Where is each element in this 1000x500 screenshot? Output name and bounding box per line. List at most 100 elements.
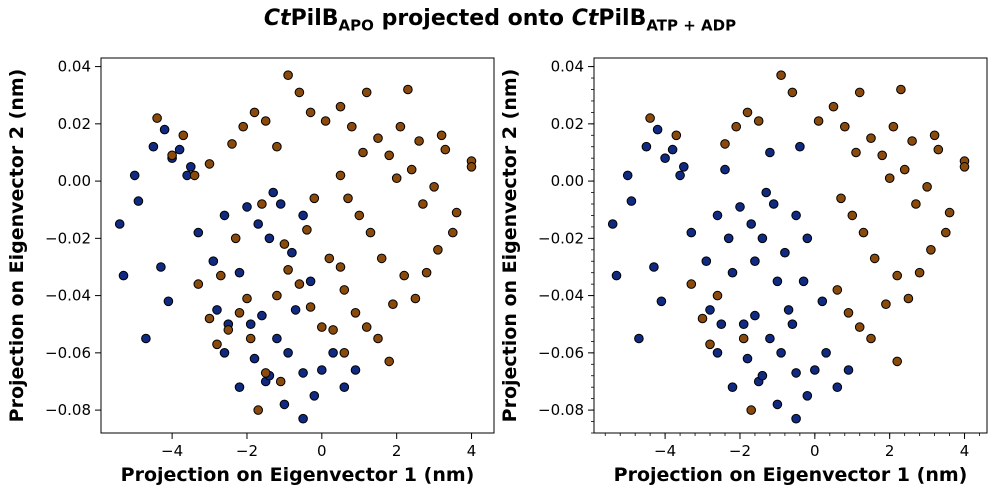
data-point-navy — [245, 319, 256, 330]
data-point-brown — [866, 333, 876, 344]
data-point-brown — [204, 313, 215, 324]
data-point-navy — [264, 233, 275, 244]
data-point-brown — [429, 182, 439, 192]
data-point-navy — [783, 305, 794, 315]
y-axis-label: Projection on Eigenvector 2 (nm) — [499, 69, 521, 423]
data-point-brown — [305, 107, 316, 118]
x-axis-label: Projection on Eigenvector 1 (nm) — [121, 464, 475, 486]
data-point-brown — [406, 164, 417, 175]
data-point-brown — [403, 84, 413, 95]
data-point-brown — [645, 113, 655, 123]
data-point-navy — [795, 141, 805, 152]
data-point-navy — [652, 124, 663, 135]
data-point-navy — [723, 233, 734, 244]
data-point-navy — [712, 210, 723, 221]
data-point-navy — [772, 399, 783, 410]
data-point-navy — [787, 319, 798, 330]
data-point-brown — [466, 162, 477, 172]
data-point-brown — [242, 293, 252, 304]
data-point-brown — [373, 133, 383, 143]
scatter-points — [114, 70, 477, 424]
data-point-brown — [302, 225, 312, 235]
data-point-brown — [328, 325, 338, 335]
data-point-navy — [817, 296, 828, 307]
data-point-navy — [757, 233, 768, 244]
data-point-navy — [622, 170, 633, 181]
data-point-navy — [159, 124, 170, 135]
x-tick-label: −2 — [729, 442, 751, 460]
data-point-brown — [896, 84, 906, 95]
data-point-navy — [212, 305, 222, 315]
data-point-brown — [335, 262, 346, 272]
figure-title: CtPilBAPO projected onto CtPilBATP + ADP — [263, 6, 737, 35]
data-point-brown — [294, 87, 305, 98]
data-point-brown — [193, 279, 204, 289]
data-point-navy — [649, 262, 659, 272]
data-point-brown — [712, 290, 723, 301]
data-point-navy — [193, 227, 204, 238]
data-point-navy — [129, 170, 140, 181]
data-point-navy — [287, 247, 297, 258]
data-point-navy — [219, 210, 230, 221]
data-point-navy — [350, 365, 361, 375]
data-point-navy — [742, 353, 753, 364]
data-point-brown — [294, 279, 305, 289]
data-point-brown — [320, 116, 331, 126]
scatter-panel-2: −4 −2 0 2 4 −0.08 −0.06 −0.04 −0.02 0.00 0.02 0.04 P… — [499, 57, 988, 486]
data-point-navy — [234, 267, 245, 278]
data-point-brown — [914, 267, 925, 278]
data-point-navy — [305, 276, 316, 287]
data-point-brown — [317, 322, 327, 332]
data-point-brown — [167, 150, 177, 161]
data-point-navy — [802, 391, 813, 401]
data-point-navy — [772, 276, 783, 287]
data-point-navy — [148, 141, 159, 152]
plot-frame — [100, 57, 495, 434]
data-point-navy — [253, 219, 264, 229]
data-point-navy — [798, 276, 809, 287]
data-point-navy — [298, 210, 308, 221]
data-point-brown — [272, 141, 282, 152]
y-tick-label: 0.02 — [551, 115, 584, 133]
y-tick-label: 0.04 — [58, 58, 91, 76]
data-point-brown — [245, 333, 256, 344]
data-point-brown — [335, 170, 346, 181]
data-point-navy — [290, 305, 301, 315]
data-point-navy — [776, 348, 786, 358]
data-point-brown — [847, 210, 858, 221]
data-point-brown — [189, 170, 200, 181]
data-point-brown — [697, 313, 708, 324]
data-point-navy — [791, 210, 801, 221]
data-point-navy — [765, 147, 775, 158]
y-tick-label: −0.06 — [45, 344, 91, 362]
data-point-brown — [384, 356, 395, 367]
data-point-brown — [204, 159, 215, 169]
data-point-brown — [279, 239, 290, 249]
y-tick-label: −0.08 — [45, 401, 91, 419]
data-point-brown — [776, 70, 786, 80]
data-point-navy — [186, 162, 196, 172]
data-point-brown — [373, 333, 383, 344]
data-point-navy — [641, 141, 652, 152]
data-point-navy — [163, 296, 174, 307]
x-axis-label: Projection on Eigenvector 1 (nm) — [614, 464, 968, 486]
data-point-navy — [114, 219, 125, 229]
data-point-navy — [821, 348, 831, 358]
y-axis-label: Projection on Eigenvector 2 (nm) — [6, 69, 28, 423]
y-tick-label: 0.04 — [551, 58, 584, 76]
data-point-brown — [892, 270, 903, 281]
y-tick-label: −0.08 — [538, 401, 584, 419]
data-point-navy — [832, 382, 843, 393]
data-point-brown — [365, 227, 376, 238]
data-point-navy — [156, 262, 166, 272]
data-point-navy — [656, 296, 667, 307]
data-point-navy — [843, 365, 854, 375]
data-point-brown — [671, 130, 682, 141]
data-point-brown — [418, 199, 428, 209]
data-point-navy — [705, 305, 715, 315]
data-point-brown — [275, 376, 286, 387]
data-point-brown — [813, 116, 824, 126]
data-point-brown — [907, 136, 917, 146]
data-point-brown — [828, 101, 839, 112]
data-point-brown — [787, 87, 798, 98]
